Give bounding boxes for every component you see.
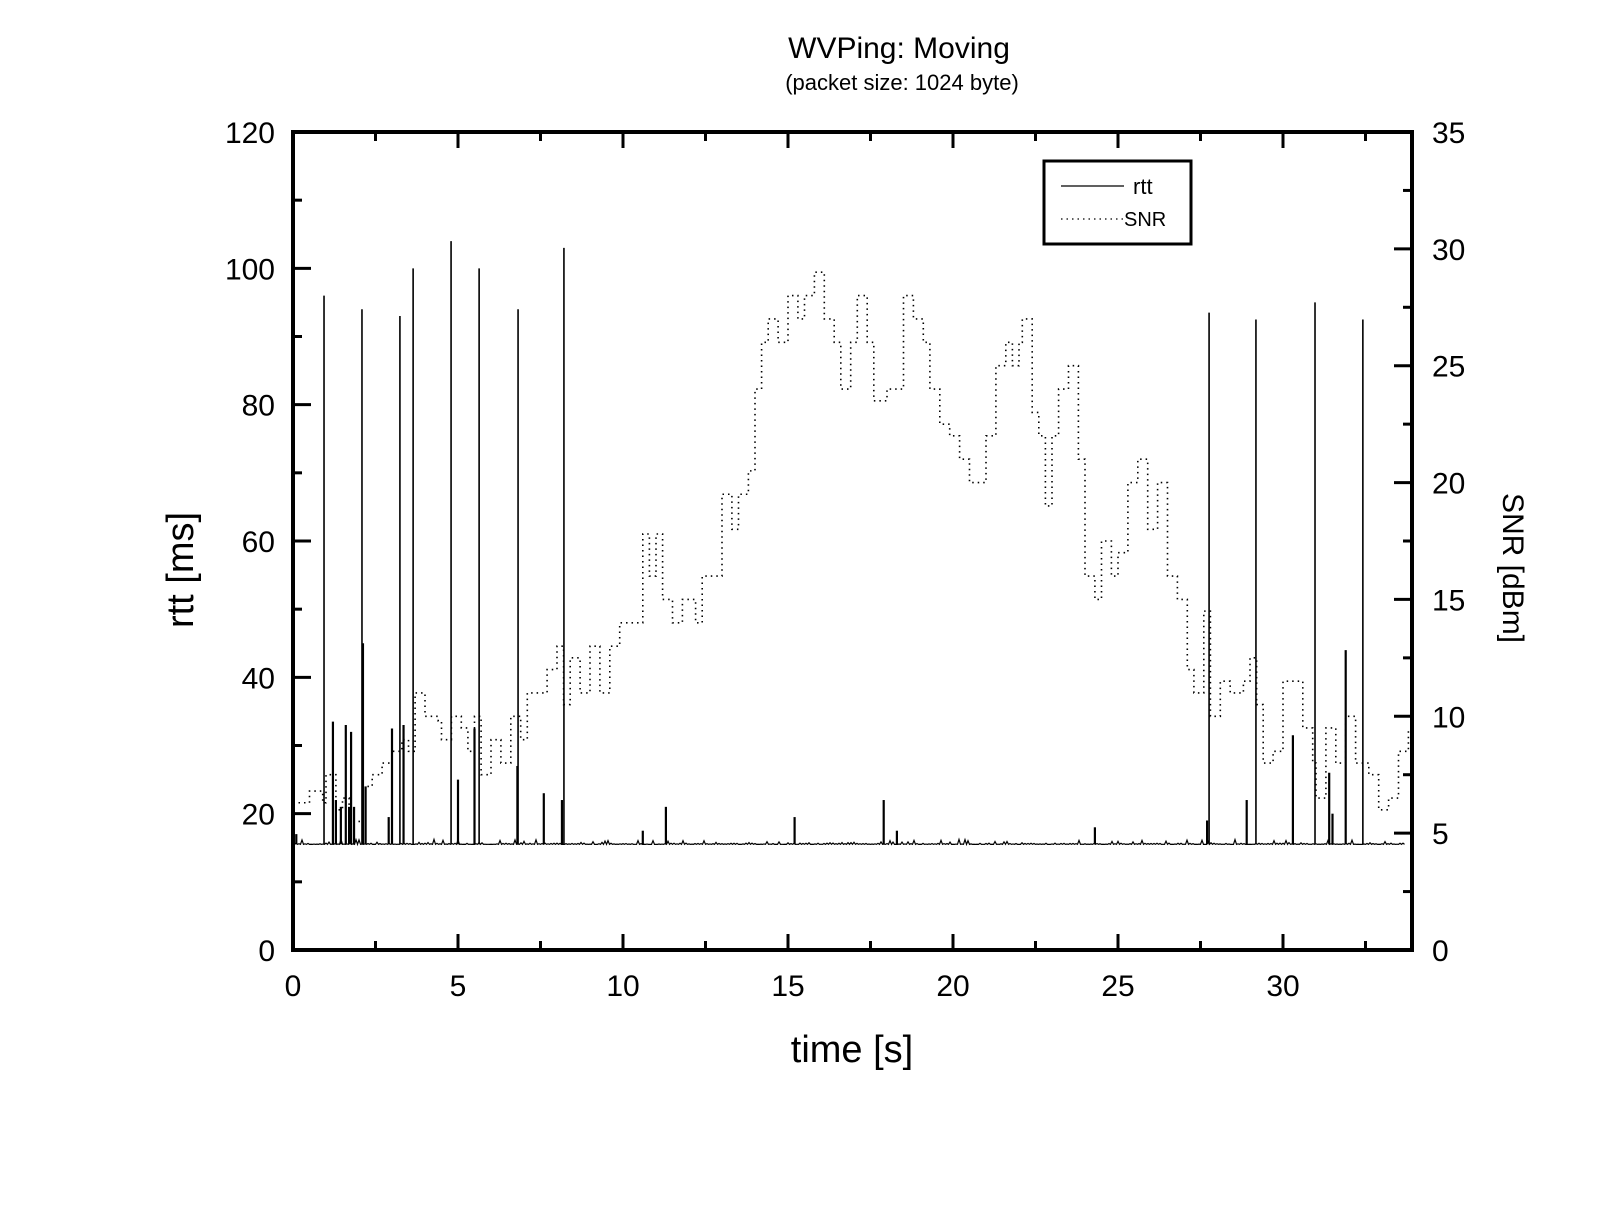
plot-area: 0 5 10 15 20 25 30 0 20 40 60 80 100 120 0 5 10 15 20 25 3… (225, 117, 1465, 1003)
y-tick-label: 80 (242, 390, 275, 423)
x-tick-label: 0 (285, 970, 302, 1003)
y2-tick-label: 5 (1432, 818, 1449, 851)
y-tick-label: 60 (242, 526, 275, 559)
y2-tick-label: 0 (1432, 935, 1449, 968)
legend-snr-label: SNR (1124, 209, 1166, 231)
y2-tick-label: 25 (1432, 351, 1465, 384)
y2-axis-label: SNR [dBm] (1496, 493, 1529, 643)
x-axis-label: time [s] (791, 1029, 913, 1071)
rtt-baseline (292, 837, 1405, 847)
rtt-series (292, 241, 1405, 847)
legend-rtt-label: rtt (1133, 174, 1153, 199)
legend: rtt SNR (1042, 159, 1193, 246)
y-tick-label: 120 (225, 117, 275, 150)
x-tick-label: 5 (450, 970, 467, 1003)
plot-frame (291, 130, 1414, 952)
y-axis-label: rtt [ms] (160, 512, 202, 628)
x-axis-ticks: 0 5 10 15 20 25 30 (285, 132, 1367, 1003)
y-tick-label: 20 (242, 799, 275, 832)
x-tick-label: 25 (1101, 970, 1134, 1003)
y2-tick-label: 15 (1432, 584, 1465, 617)
y2-tick-label: 35 (1432, 117, 1465, 150)
y2-axis-ticks: 0 5 10 15 20 25 30 35 (1394, 117, 1465, 968)
y-tick-label: 100 (225, 253, 275, 286)
y2-tick-label: 30 (1432, 234, 1465, 267)
chart-title: WVPing: Moving (788, 32, 1010, 65)
y2-tick-label: 10 (1432, 701, 1465, 734)
y2-tick-label: 20 (1432, 468, 1465, 501)
x-tick-label: 30 (1266, 970, 1299, 1003)
snr-series (293, 271, 1410, 823)
x-tick-label: 10 (606, 970, 639, 1003)
snr-line (293, 271, 1410, 823)
x-tick-label: 20 (936, 970, 969, 1003)
chart-subtitle: (packet size: 1024 byte) (785, 70, 1019, 95)
x-tick-label: 15 (771, 970, 804, 1003)
y-tick-label: 0 (258, 935, 275, 968)
legend-box (1042, 159, 1193, 246)
y-axis-ticks: 0 20 40 60 80 100 120 (225, 117, 311, 968)
y-tick-label: 40 (242, 662, 275, 695)
